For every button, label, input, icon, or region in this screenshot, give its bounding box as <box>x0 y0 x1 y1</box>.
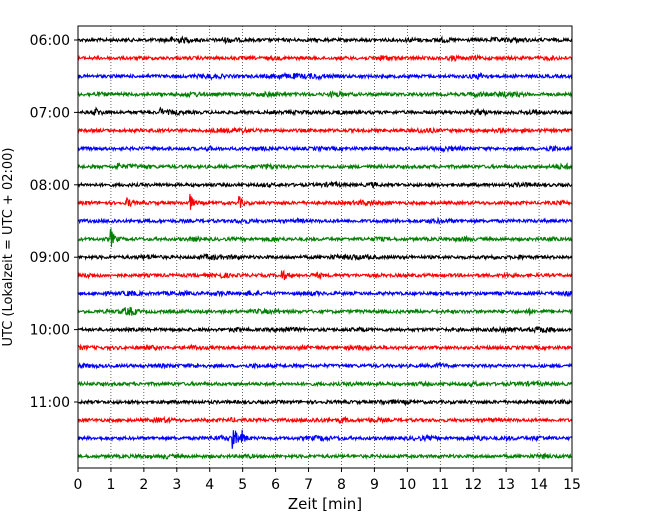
seismogram-trace <box>77 269 573 281</box>
seismogram-trace <box>77 325 573 335</box>
seismogram-trace <box>77 415 573 425</box>
seismogram-trace <box>77 144 573 153</box>
x-tick-label: 1 <box>106 477 115 493</box>
x-tick-label: 8 <box>337 477 346 493</box>
seismogram-trace <box>77 71 573 82</box>
y-tick-label: 07:00 <box>30 105 70 121</box>
x-tick-label: 9 <box>370 477 379 493</box>
x-tick-label: 5 <box>238 477 247 493</box>
x-tick-label: 6 <box>271 477 280 493</box>
seismogram-trace <box>77 343 573 352</box>
seismogram-trace <box>77 126 573 135</box>
x-tick-label: 11 <box>431 477 449 493</box>
plot-background <box>78 26 572 468</box>
x-tick-label: 13 <box>497 477 515 493</box>
plot-frame <box>77 25 573 469</box>
seismogram-trace <box>77 53 573 63</box>
seismogram-trace <box>77 398 573 407</box>
seismogram-trace <box>77 289 573 298</box>
seismogram-trace <box>77 216 573 226</box>
y-axis-ticks: 06:00 07:00 08:00 09:00 10:00 11:00 <box>30 33 78 411</box>
x-axis-label: Zeit [min] <box>288 495 362 513</box>
seismogram-trace <box>77 452 573 461</box>
x-tick-label: 3 <box>172 477 181 493</box>
seismogram-trace <box>77 106 573 117</box>
seismogram-trace <box>77 379 573 388</box>
x-tick-label: 12 <box>464 477 482 493</box>
seismogram-trace <box>77 180 573 189</box>
seismogram-trace <box>77 90 573 99</box>
x-tick-label: 14 <box>530 477 548 493</box>
seismogram-traces <box>77 35 573 461</box>
seismogram-trace <box>77 227 573 248</box>
seismogram-trace <box>77 193 573 210</box>
seismogram-trace <box>77 35 573 45</box>
x-tick-label: 2 <box>139 477 148 493</box>
x-tick-label: 0 <box>74 477 83 493</box>
y-tick-label: 09:00 <box>30 250 70 266</box>
seismogram-trace <box>77 429 573 449</box>
x-tick-label: 7 <box>304 477 313 493</box>
y-tick-label: 10:00 <box>30 323 70 339</box>
seismogram-trace <box>77 161 573 171</box>
seismogram-trace <box>77 306 573 317</box>
x-tick-label: 15 <box>563 477 581 493</box>
y-tick-label: 08:00 <box>30 178 70 194</box>
y-axis-label: UTC (Lokalzeit = UTC + 02:00) <box>1 148 16 347</box>
y-tick-label: 11:00 <box>30 395 70 411</box>
y-tick-label: 06:00 <box>30 33 70 49</box>
x-axis-ticks: 0 1 2 3 4 5 6 7 8 9 10 11 12 13 14 15 <box>74 468 581 493</box>
seismogram-trace <box>77 253 573 262</box>
seismogram-trace <box>77 361 573 370</box>
x-tick-label: 4 <box>205 477 214 493</box>
x-tick-label: 10 <box>398 477 416 493</box>
